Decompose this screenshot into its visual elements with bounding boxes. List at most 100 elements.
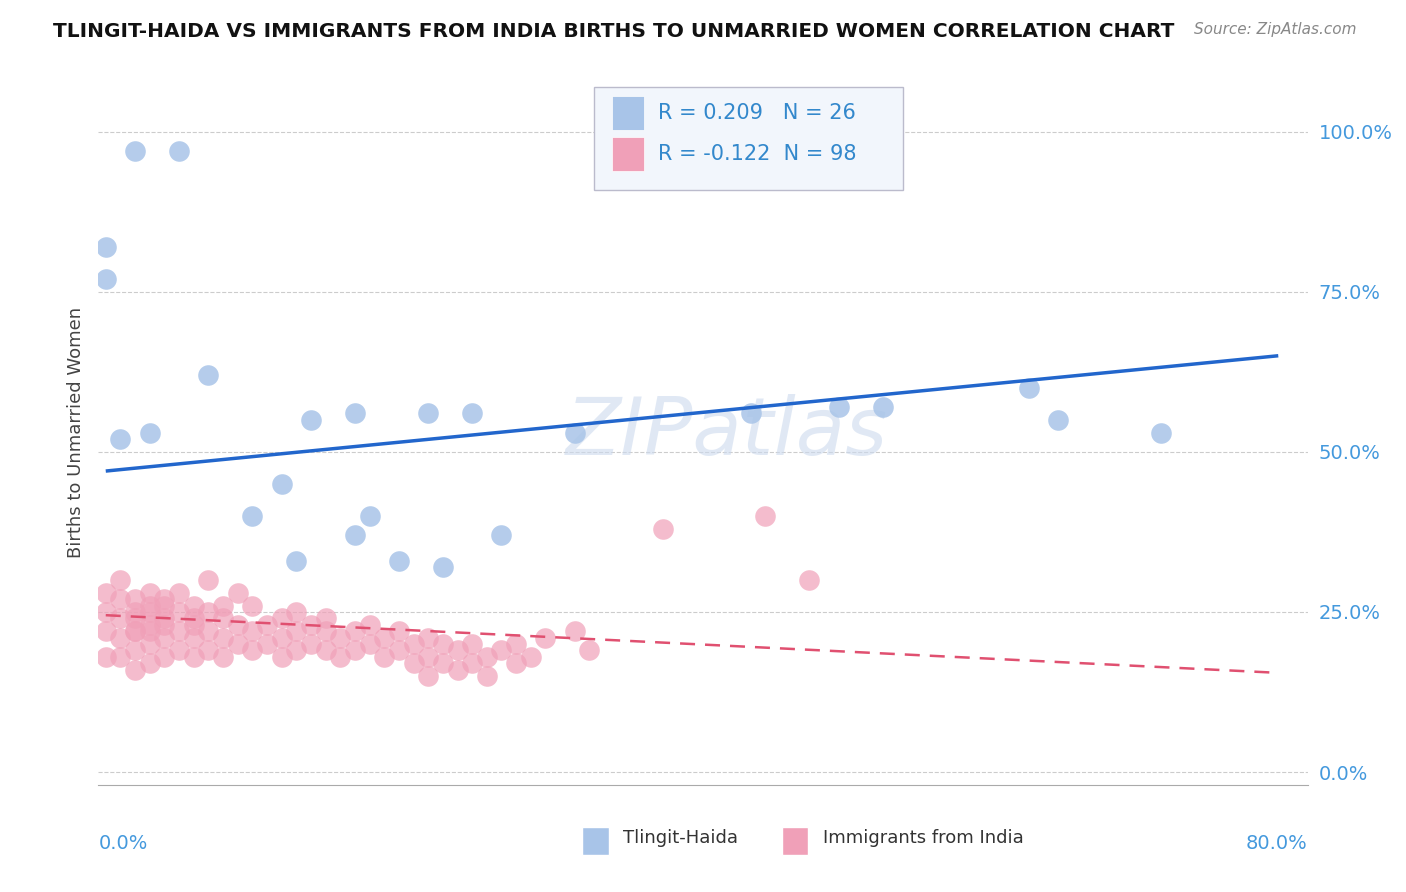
Point [183,617,205,632]
Point [138,586,160,600]
Point [153,617,176,632]
Point [138,605,160,619]
Point [285,605,308,619]
Point [94,605,117,619]
Text: 0.0%: 0.0% [98,834,148,854]
Point [138,657,160,671]
Point [534,631,557,645]
Y-axis label: Births to Unmarried Women: Births to Unmarried Women [66,307,84,558]
Point [138,637,160,651]
Point [359,617,381,632]
Point [651,522,673,536]
Point [432,637,454,651]
Point [256,637,278,651]
Point [285,643,308,657]
Point [240,508,263,523]
Point [564,425,586,440]
Text: Tlingit-Haida: Tlingit-Haida [623,829,738,847]
Point [475,649,498,664]
Point [270,631,292,645]
Point [315,643,337,657]
Point [124,624,146,639]
Point [94,240,117,254]
Point [388,554,411,568]
Point [388,643,411,657]
Point [1047,413,1070,427]
Text: Source: ZipAtlas.com: Source: ZipAtlas.com [1194,22,1357,37]
FancyBboxPatch shape [613,96,644,130]
Text: R = 0.209   N = 26: R = 0.209 N = 26 [658,103,856,123]
Point [197,573,219,587]
Point [461,637,484,651]
Point [153,592,176,607]
Point [240,624,263,639]
Point [124,592,146,607]
Point [418,406,440,420]
Point [564,624,586,639]
Point [315,611,337,625]
Point [124,643,146,657]
Point [226,617,249,632]
Point [138,624,160,639]
Point [491,643,513,657]
Point [418,669,440,683]
Point [197,643,219,657]
Point [827,400,849,414]
Point [343,643,366,657]
Point [1018,381,1040,395]
Point [299,617,322,632]
Point [167,586,190,600]
Point [138,617,160,632]
Point [418,649,440,664]
Point [124,611,146,625]
FancyBboxPatch shape [582,827,609,855]
Point [418,631,440,645]
Point [432,657,454,671]
Point [240,599,263,613]
Point [153,599,176,613]
Point [212,611,235,625]
Point [197,605,219,619]
Point [197,624,219,639]
Point [256,617,278,632]
Point [343,406,366,420]
Point [461,406,484,420]
Text: 80.0%: 80.0% [1246,834,1308,854]
Point [461,657,484,671]
Point [343,624,366,639]
Point [270,649,292,664]
Point [110,649,132,664]
Point [740,406,762,420]
Point [299,637,322,651]
Point [94,624,117,639]
Point [799,573,821,587]
Point [197,368,219,382]
Point [110,611,132,625]
Point [1150,425,1173,440]
Point [212,649,235,664]
Point [402,657,425,671]
Point [167,605,190,619]
Text: ZIPatlas: ZIPatlas [567,393,889,472]
Point [872,400,894,414]
Point [446,663,468,677]
Point [153,631,176,645]
Point [343,528,366,542]
Point [475,669,498,683]
Point [94,272,117,286]
Point [240,643,263,657]
Point [110,573,132,587]
Point [432,560,454,574]
Point [94,586,117,600]
Text: Immigrants from India: Immigrants from India [823,829,1024,847]
Point [285,624,308,639]
Point [183,611,205,625]
Point [124,144,146,158]
Point [110,592,132,607]
Point [153,611,176,625]
Point [167,144,190,158]
Point [110,631,132,645]
Point [167,624,190,639]
Point [329,649,352,664]
Point [226,586,249,600]
